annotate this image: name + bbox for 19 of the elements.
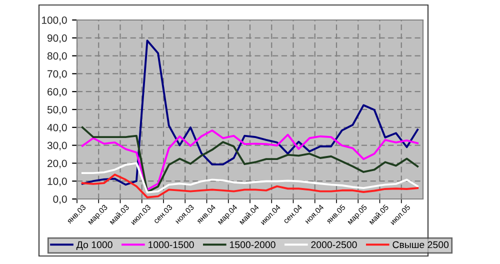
- legend-label: До 1000: [76, 241, 112, 250]
- y-tick-label: 0,0: [53, 196, 67, 204]
- y-tick-label: 10,0: [48, 178, 67, 186]
- line-series: [81, 40, 419, 186]
- line-series: [81, 174, 419, 198]
- legend-label: 2000-2500: [311, 241, 357, 248]
- y-tick-label: 90,0: [47, 34, 67, 44]
- legend-label: Свыше 2500: [392, 241, 449, 248]
- line-series: [81, 162, 419, 194]
- y-tick-label: 70,0: [48, 70, 67, 79]
- legend-label: 1500-2000: [230, 241, 276, 248]
- y-tick-label: 30,0: [47, 142, 67, 150]
- y-tick-label: 20,0: [48, 160, 67, 168]
- legend-label: 1000-1500: [148, 241, 194, 248]
- y-tick-label: 40,0: [47, 124, 67, 133]
- y-tick-label: 50,0: [47, 106, 67, 115]
- y-tick-label: 80,0: [47, 52, 67, 61]
- y-tick-label: 60,0: [48, 88, 67, 97]
- y-tick-label: 100,0: [42, 16, 67, 26]
